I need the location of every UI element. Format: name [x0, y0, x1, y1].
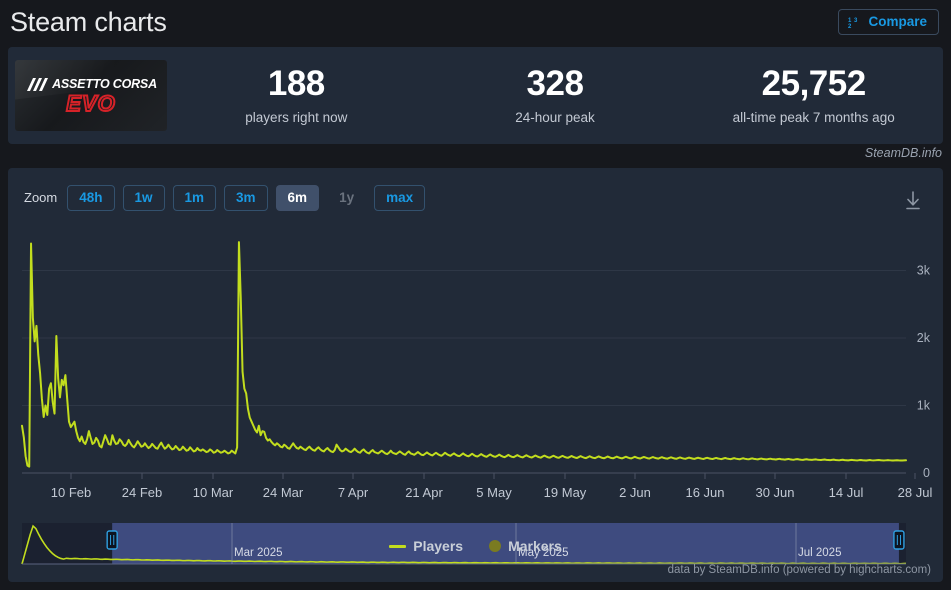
y-axis-tick-label: 3k	[917, 264, 931, 278]
zoom-button-1m[interactable]: 1m	[172, 185, 217, 211]
zoom-button-48h[interactable]: 48h	[67, 185, 115, 211]
stat-all-time-peak: 25,752 all-time peak 7 months ago	[684, 64, 943, 125]
svg-text:2: 2	[848, 24, 852, 29]
x-axis-tick-label: 16 Jun	[685, 485, 724, 500]
chart-panel: Zoom 48h 1w 1m 3m 6m 1y max 0 1k 2k 3k 10 Fe…	[8, 168, 943, 582]
players-line-chart[interactable]: 0 1k 2k 3k 10 Feb 24 Feb 10 Mar 24 Mar 7 Apr 21 A…	[8, 222, 943, 582]
compare-button[interactable]: 1 2 3 Compare	[838, 9, 939, 35]
navigator-tick-label: May 2025	[518, 547, 569, 559]
legend-item-players[interactable]: Players	[389, 538, 463, 554]
x-axis-tick-label: 10 Mar	[193, 485, 234, 500]
y-axis-tick-label: 1k	[917, 399, 931, 413]
steamdb-attribution: SteamDB.info	[864, 146, 942, 160]
svg-text:3: 3	[854, 18, 858, 24]
x-axis-tick-label: 2 Jun	[619, 485, 651, 500]
game-title-line1: ASSETTO CORSA	[52, 76, 157, 91]
compare-bars-icon: 1 2 3	[848, 16, 861, 30]
range-handle-right-icon[interactable]	[893, 530, 905, 550]
x-axis-tick-label: 24 Mar	[263, 485, 304, 500]
zoom-button-1w[interactable]: 1w	[122, 185, 165, 211]
navigator-tick-label: Jul 2025	[798, 547, 841, 559]
x-axis-tick-label: 7 Apr	[338, 485, 369, 500]
stat-value: 328	[526, 64, 584, 104]
chart-legend: Players Markers	[8, 538, 943, 554]
x-axis-tick-label: 19 May	[544, 485, 587, 500]
stat-value: 188	[267, 64, 325, 104]
legend-label: Players	[413, 538, 464, 554]
zoom-button-1y: 1y	[327, 185, 366, 211]
stat-24h-peak: 328 24-hour peak	[426, 64, 685, 125]
stat-label: all-time peak 7 months ago	[732, 109, 895, 125]
x-axis-tick-label: 30 Jun	[755, 485, 794, 500]
page-title: Steam charts	[10, 6, 167, 37]
zoom-button-6m[interactable]: 6m	[275, 185, 320, 211]
stat-players-now: 188 players right now	[167, 64, 426, 125]
x-axis-tick-label: 10 Feb	[51, 485, 91, 500]
y-axis-tick-label: 2k	[917, 331, 931, 345]
legend-label: Markers	[508, 538, 562, 554]
range-handle-left-icon[interactable]	[106, 530, 118, 550]
x-axis-tick-label: 14 Jul	[829, 485, 864, 500]
stat-label: 24-hour peak	[515, 109, 595, 125]
x-axis-tick-label: 28 Jul	[898, 485, 933, 500]
page-header: Steam charts 1 2 3 Compare	[0, 0, 951, 44]
y-axis-tick-label: 0	[923, 466, 930, 480]
zoom-button-max[interactable]: max	[374, 185, 426, 211]
stat-label: players right now	[245, 109, 348, 125]
x-axis-tick-label: 24 Feb	[122, 485, 162, 500]
chart-credit: data by SteamDB.info (powered by highcha…	[667, 564, 931, 576]
x-axis-tick-label: 5 May	[476, 485, 512, 500]
zoom-button-3m[interactable]: 3m	[224, 185, 268, 211]
game-capsule-image[interactable]: ASSETTO CORSA EVO	[15, 60, 167, 131]
assetto-corsa-swoosh-icon	[25, 77, 49, 92]
zoom-range-selector: Zoom 48h 1w 1m 3m 6m 1y max	[24, 185, 426, 211]
navigator-series-line	[21, 524, 907, 565]
stats-panel: ASSETTO CORSA EVO 188 players right now …	[8, 47, 943, 144]
players-series-line[interactable]	[21, 241, 907, 468]
compare-button-label: Compare	[868, 14, 927, 30]
navigator-tick-label: Mar 2025	[234, 547, 283, 559]
legend-item-markers[interactable]: Markers	[489, 538, 562, 554]
download-icon[interactable]	[903, 190, 923, 212]
x-axis-tick-label: 21 Apr	[405, 485, 443, 500]
zoom-label: Zoom	[24, 190, 58, 206]
legend-dot-marker	[489, 540, 502, 552]
legend-line-marker	[389, 544, 407, 548]
svg-text:1: 1	[848, 18, 852, 24]
chart-plot-area[interactable]: 0 1k 2k 3k 10 Feb 24 Feb 10 Mar 24 Mar 7 Apr 21 A…	[8, 222, 943, 582]
game-title-line2: EVO	[65, 90, 116, 116]
game-logo-top: ASSETTO CORSA	[25, 77, 157, 92]
navigator-selected-range	[112, 523, 899, 564]
stat-value: 25,752	[761, 64, 867, 104]
